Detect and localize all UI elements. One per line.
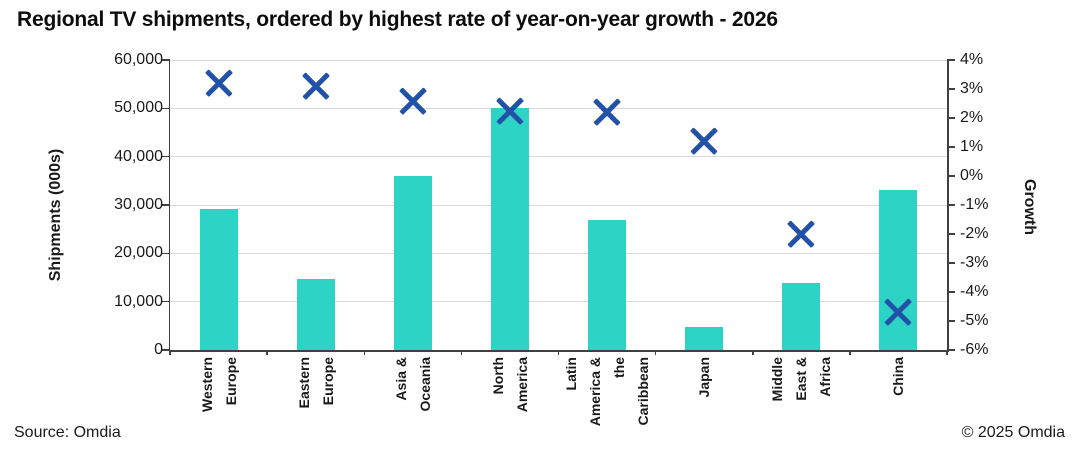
- category-label: Asia & Oceania: [392, 357, 433, 412]
- right-axis-tick: [947, 146, 955, 148]
- shipments-bar: [199, 209, 238, 350]
- shipments-bar: [588, 219, 627, 350]
- right-axis-tick-label: -2%: [960, 225, 989, 242]
- left-axis-tick-label: 10,000: [114, 292, 163, 310]
- x-axis-tick: [363, 350, 365, 355]
- right-axis-tick: [947, 88, 955, 90]
- left-axis-tick: [162, 300, 170, 303]
- copyright-note: © 2025 Omdia: [961, 424, 1065, 441]
- category-label: North America: [489, 357, 530, 413]
- gridline: [170, 252, 947, 254]
- right-axis-tick: [947, 349, 955, 351]
- x-axis-tick: [557, 350, 560, 355]
- growth-marker: [302, 73, 329, 100]
- category-label: Western Europe: [198, 357, 239, 412]
- x-axis-tick: [169, 350, 171, 355]
- left-axis-tick: [162, 107, 170, 110]
- right-axis-tick-label: -5%: [960, 312, 989, 329]
- right-axis-tick-label: -3%: [960, 254, 989, 271]
- right-axis-tick-label: 1%: [960, 138, 984, 155]
- left-axis-tick-label: 40,000: [114, 147, 163, 165]
- x-axis-tick: [654, 350, 657, 355]
- growth-marker: [205, 70, 232, 97]
- right-axis-tick: [947, 262, 955, 264]
- category-label: China: [890, 357, 907, 396]
- gridline: [170, 107, 947, 109]
- right-axis-tick-label: -4%: [960, 283, 989, 300]
- right-axis-tick: [947, 233, 955, 235]
- shipments-bar: [490, 108, 529, 350]
- growth-marker: [885, 299, 912, 326]
- right-axis-tick-label: 0%: [960, 167, 984, 184]
- category-label: Middle East & Africa: [769, 357, 834, 402]
- right-axis-tick-label: -1%: [960, 196, 989, 213]
- shipments-bar: [393, 175, 432, 350]
- gridline: [170, 204, 947, 206]
- shipments-bar: [782, 282, 821, 350]
- left-axis-tick-label: 20,000: [114, 244, 163, 262]
- right-axis-title: Growth: [1021, 179, 1038, 235]
- shipments-bar: [879, 190, 918, 350]
- right-axis-tick-label: -6%: [960, 341, 989, 358]
- source-note: Source: Omdia: [14, 424, 121, 441]
- growth-marker: [788, 221, 815, 248]
- left-axis-tick: [162, 349, 170, 351]
- right-axis-tick-label: 4%: [960, 51, 984, 68]
- right-axis-tick: [947, 117, 955, 119]
- right-axis-tick: [947, 320, 955, 322]
- gridline: [170, 59, 947, 61]
- category-label: Eastern Europe: [295, 357, 336, 409]
- shipments-bar: [685, 326, 724, 350]
- left-axis-tick: [162, 252, 170, 255]
- x-axis-tick: [266, 350, 268, 355]
- x-axis-tick: [849, 350, 851, 355]
- right-axis-tick-label: 3%: [960, 80, 984, 97]
- growth-marker: [399, 87, 426, 114]
- shipments-bar: [296, 278, 335, 350]
- gridline: [170, 156, 947, 158]
- right-axis-tick: [947, 204, 955, 206]
- left-axis-tick-label: 60,000: [114, 51, 163, 68]
- gridline: [170, 301, 947, 303]
- right-axis-tick-label: 2%: [960, 109, 984, 126]
- right-axis-line: [947, 60, 949, 350]
- growth-marker: [691, 128, 718, 155]
- left-axis-tick-label: 50,000: [114, 99, 163, 117]
- right-axis-tick: [947, 291, 955, 293]
- right-axis-tick: [947, 59, 955, 61]
- left-axis-tick: [162, 59, 170, 61]
- growth-marker: [594, 99, 621, 126]
- category-label: Latin America & the Caribbean: [563, 357, 652, 427]
- right-axis-tick: [947, 175, 955, 177]
- growth-marker: [496, 97, 523, 124]
- x-axis-tick: [946, 350, 948, 355]
- left-axis-tick-label: 30,000: [114, 196, 163, 213]
- category-label: Japan: [696, 357, 713, 398]
- left-axis-line: [168, 60, 170, 350]
- x-axis-tick: [752, 350, 754, 355]
- chart-title: Regional TV shipments, ordered by highes…: [17, 8, 778, 31]
- left-axis-tick: [162, 155, 170, 158]
- left-axis-tick-label: 0: [154, 341, 163, 358]
- left-axis-tick: [162, 204, 170, 206]
- x-axis-tick: [460, 350, 463, 355]
